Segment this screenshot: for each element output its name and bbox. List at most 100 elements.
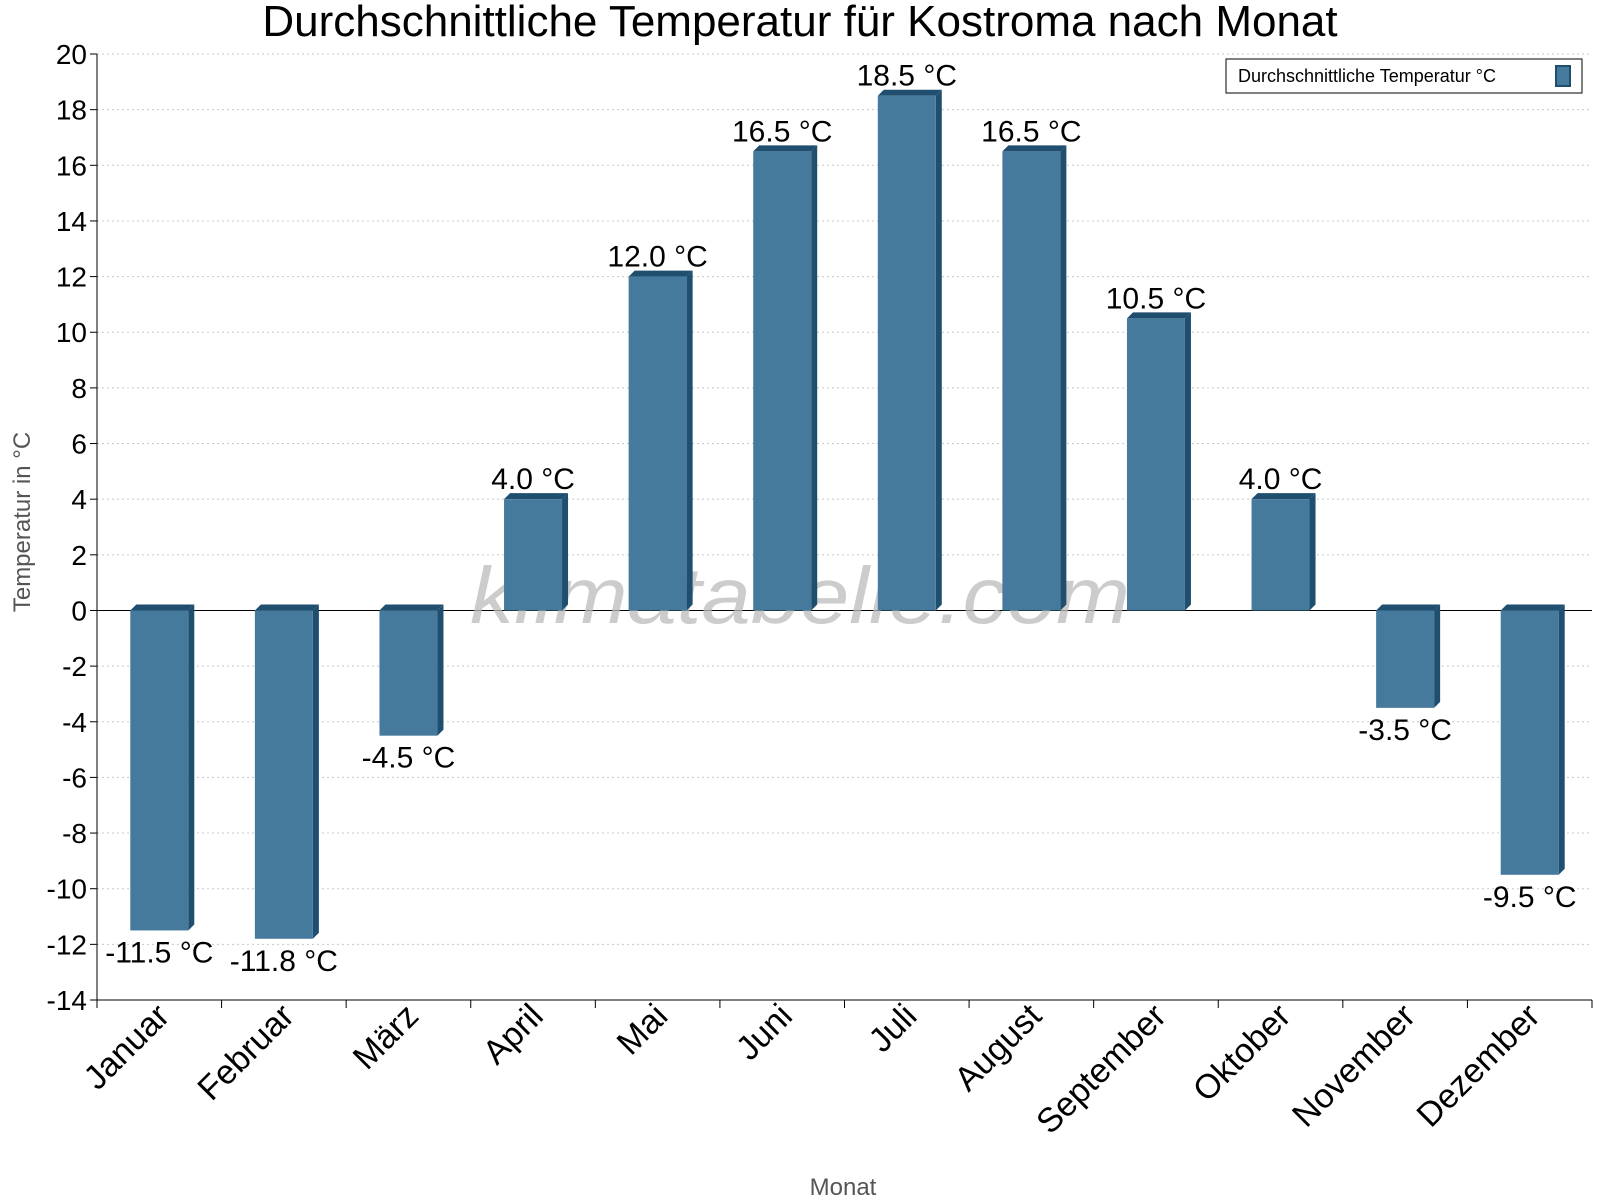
y-tick-label: -10 xyxy=(47,874,87,905)
data-label: 16.5 °C xyxy=(981,115,1081,148)
bar xyxy=(1002,145,1067,611)
bar-top-face xyxy=(379,604,444,611)
bar-side-face xyxy=(437,604,444,736)
bar-side-face xyxy=(935,89,942,611)
bar-front-face xyxy=(1500,610,1559,875)
data-label: -3.5 °C xyxy=(1358,714,1452,747)
x-tick-label: Januar xyxy=(77,997,177,1097)
bar-side-face xyxy=(1309,493,1316,611)
bar-side-face xyxy=(686,270,693,611)
legend-swatch xyxy=(1555,65,1571,87)
bar-top-face xyxy=(1376,604,1441,611)
bars xyxy=(130,89,1565,939)
y-axis-title: Temperatur in °C xyxy=(9,432,36,612)
bar-side-face xyxy=(811,145,818,611)
data-label: 4.0 °C xyxy=(1239,463,1323,496)
chart-title: Durchschnittliche Temperatur für Kostrom… xyxy=(262,0,1337,46)
bar-front-face xyxy=(1002,151,1061,611)
bar-front-face xyxy=(130,610,189,931)
data-label: 16.5 °C xyxy=(732,115,832,148)
y-tick-label: -14 xyxy=(47,985,87,1016)
data-label: 4.0 °C xyxy=(491,463,575,496)
x-tick-label: November xyxy=(1285,997,1423,1135)
data-label: -11.5 °C xyxy=(105,936,213,969)
y-tick-label: 14 xyxy=(56,206,87,237)
y-tick-label: -12 xyxy=(47,929,87,960)
bar-front-face xyxy=(753,151,812,611)
y-tick-label: 10 xyxy=(56,317,87,348)
bar xyxy=(1500,604,1565,875)
y-tick-label: 8 xyxy=(71,373,87,404)
x-tick-label: Juni xyxy=(729,997,800,1068)
bar-front-face xyxy=(379,610,438,736)
x-tick-label: April xyxy=(476,997,551,1072)
data-label: -11.8 °C xyxy=(230,945,338,978)
bar xyxy=(504,493,569,611)
x-tick-label: Oktober xyxy=(1186,997,1298,1109)
bar-top-face xyxy=(1251,493,1316,500)
x-tick-label: August xyxy=(947,996,1049,1098)
bar-front-face xyxy=(1251,499,1310,611)
bar-top-face xyxy=(628,270,693,277)
legend-label: Durchschnittliche Temperatur °C xyxy=(1238,66,1496,86)
data-label: 12.0 °C xyxy=(607,241,707,274)
y-tick-label: -6 xyxy=(62,762,87,793)
x-tick-label: Februar xyxy=(190,997,301,1108)
y-tick-label: -8 xyxy=(62,818,87,849)
x-tick-label: Mai xyxy=(610,997,676,1063)
bar-front-face xyxy=(1126,318,1185,611)
x-tick-label: September xyxy=(1029,997,1173,1141)
bar xyxy=(1126,312,1191,611)
bar xyxy=(628,270,693,611)
bar-top-face xyxy=(1002,145,1067,152)
bar xyxy=(753,145,818,611)
y-tick-label: -4 xyxy=(62,707,87,738)
data-label: -4.5 °C xyxy=(362,742,456,775)
x-tick-labels: Januar Februar März April Mai Juni Juli AugustS… xyxy=(77,996,1548,1141)
bar-top-face xyxy=(130,604,195,611)
bar-front-face xyxy=(504,499,563,611)
x-tick-label: Dezember xyxy=(1410,997,1548,1135)
x-tick-label: März xyxy=(346,997,426,1077)
bar-front-face xyxy=(1376,610,1435,708)
bar-top-face xyxy=(877,89,942,96)
bar-front-face xyxy=(628,276,687,611)
data-labels: -11.5 °C -11.8 °C -4.5 °C 4.0 °C 12.0 °C 16.5… xyxy=(105,60,1576,978)
bar-top-face xyxy=(254,604,319,611)
y-tick-label: -2 xyxy=(62,651,87,682)
y-tick-label: 4 xyxy=(71,484,87,515)
bar-top-face xyxy=(504,493,569,500)
data-label: 10.5 °C xyxy=(1106,282,1206,315)
bar-side-face xyxy=(188,604,195,931)
bar-side-face xyxy=(1558,604,1565,875)
bar xyxy=(877,89,942,611)
data-label: 18.5 °C xyxy=(857,60,957,93)
legend: Durchschnittliche Temperatur °C xyxy=(1225,58,1583,94)
axes xyxy=(96,54,1593,1008)
y-tick-label: 2 xyxy=(71,540,87,571)
x-tick-label: Juli xyxy=(861,997,924,1060)
y-tick-label: 20 xyxy=(56,39,87,70)
data-label: -9.5 °C xyxy=(1483,881,1577,914)
y-tick-label: 16 xyxy=(56,150,87,181)
x-axis-title: Monat xyxy=(810,1174,877,1200)
legend-box xyxy=(1225,58,1583,94)
bar-front-face xyxy=(254,610,313,939)
y-tick-label: 18 xyxy=(56,95,87,126)
bar-side-face xyxy=(1060,145,1067,611)
bar-top-face xyxy=(1500,604,1565,611)
y-tick-label: 6 xyxy=(71,429,87,460)
bar xyxy=(254,604,319,939)
grid-lines xyxy=(90,53,1592,1001)
bar-top-face xyxy=(1126,312,1191,319)
bar-top-face xyxy=(753,145,818,152)
bar xyxy=(1376,604,1441,708)
bar-side-face xyxy=(1184,312,1191,611)
y-tick-label: 12 xyxy=(56,262,87,293)
bar xyxy=(379,604,444,736)
bar-side-face xyxy=(562,493,569,611)
bar xyxy=(1251,493,1316,611)
bar xyxy=(130,604,195,931)
